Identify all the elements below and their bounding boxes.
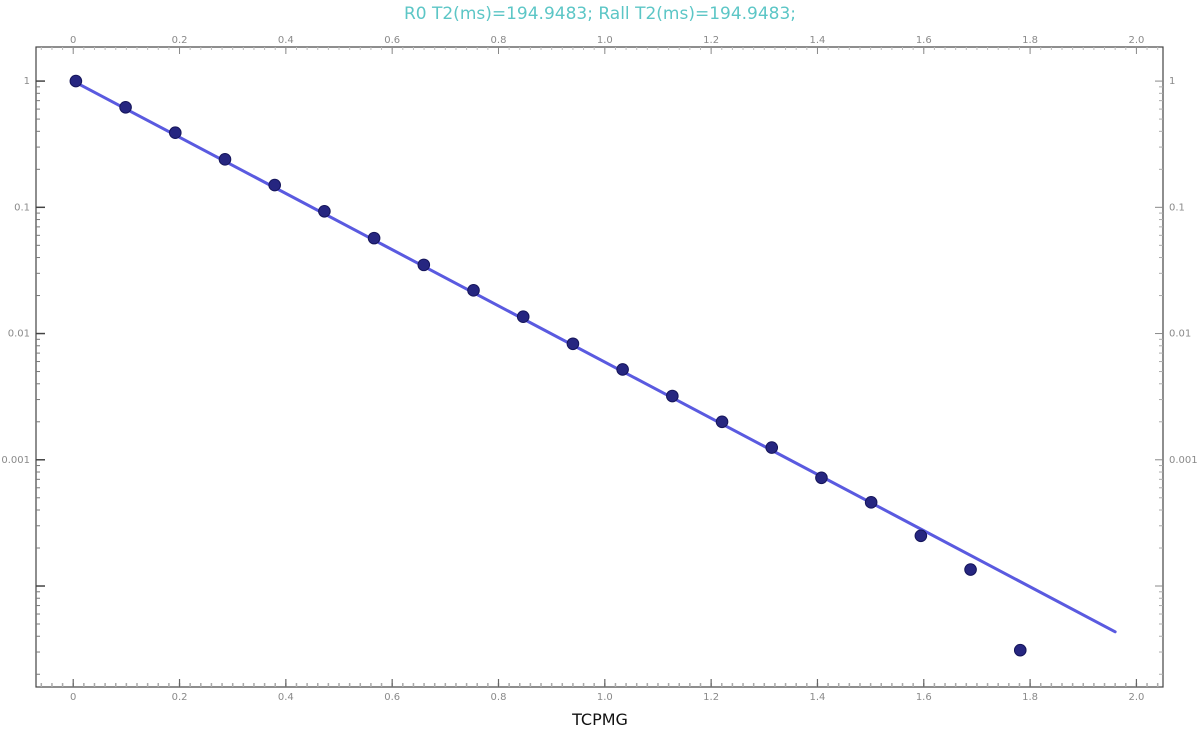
x-tick-label-top: 1.2 xyxy=(703,35,719,46)
fit-line xyxy=(71,79,1117,634)
data-point xyxy=(815,471,828,485)
y-tick-label-left: 0.001 xyxy=(1,455,30,466)
data-point xyxy=(666,389,679,403)
x-tick-label-top: 1.4 xyxy=(810,35,826,46)
y-tick-label-right: 0.01 xyxy=(1169,329,1191,340)
x-tick-label-top: 2.0 xyxy=(1128,35,1144,46)
data-point xyxy=(367,231,381,245)
x-axis-label: TCPMG xyxy=(572,710,628,729)
x-tick-label-bottom: 1.2 xyxy=(703,692,719,703)
x-tick-label-top: 0.2 xyxy=(172,35,188,46)
x-tick-label-top: 1.0 xyxy=(597,35,613,46)
x-tick-label-bottom: 1.8 xyxy=(1022,692,1038,703)
y-tick-label-right: 0.1 xyxy=(1169,202,1185,213)
y-tick-label-right: 0.001 xyxy=(1169,455,1198,466)
x-tick-label-bottom: 0.6 xyxy=(384,692,400,703)
y-tick-label-right: 1 xyxy=(1169,76,1175,87)
fit-layer xyxy=(71,79,1117,634)
y-tick-label-left: 0.01 xyxy=(8,329,30,340)
data-point xyxy=(218,153,232,166)
x-tick-label-bottom: 2.0 xyxy=(1128,692,1144,703)
data-point xyxy=(914,529,928,543)
data-point xyxy=(516,310,530,323)
data-point xyxy=(119,100,132,114)
data-point xyxy=(318,204,331,218)
x-tick-label-bottom: 1.4 xyxy=(810,692,826,703)
chart-title: R0 T2(ms)=194.9483; Rall T2(ms)=194.9483… xyxy=(403,4,797,24)
x-tick-label-top: 0.4 xyxy=(278,35,294,46)
data-point xyxy=(417,258,431,272)
x-tick-label-top: 1.6 xyxy=(916,35,932,46)
data-point xyxy=(715,415,729,429)
y-tick-label-left: 1 xyxy=(24,76,30,87)
data-point xyxy=(616,363,629,376)
y-tick-label-left: 0.1 xyxy=(14,202,30,213)
x-tick-label-top: 1.8 xyxy=(1022,35,1038,46)
x-tick-label-bottom: 0.8 xyxy=(491,692,507,703)
data-point xyxy=(566,337,580,351)
ticks-layer: 0 0 0.2 0.2 0.4 0.4 0.6 0.6 0.8 0.8 1.0 1.0 1.2 1.2 1.… xyxy=(1,35,1197,703)
data-point xyxy=(765,441,779,454)
data-point xyxy=(1013,643,1027,657)
x-tick-label-top: 0 xyxy=(70,35,76,46)
x-tick-label-top: 0.8 xyxy=(491,35,507,46)
x-tick-label-bottom: 1.0 xyxy=(597,692,613,703)
data-point xyxy=(964,563,977,576)
x-tick-label-bottom: 0.4 xyxy=(278,692,294,703)
x-tick-label-bottom: 1.6 xyxy=(916,692,932,703)
data-point xyxy=(69,74,83,88)
x-tick-label-bottom: 0 xyxy=(70,692,76,703)
data-point xyxy=(268,178,281,192)
data-point xyxy=(864,496,878,509)
points-layer xyxy=(69,74,1027,657)
x-tick-label-top: 0.6 xyxy=(384,35,400,46)
data-point xyxy=(467,284,480,297)
plot-frame xyxy=(35,46,1164,688)
x-tick-label-bottom: 0.2 xyxy=(172,692,188,703)
data-point xyxy=(168,126,182,140)
